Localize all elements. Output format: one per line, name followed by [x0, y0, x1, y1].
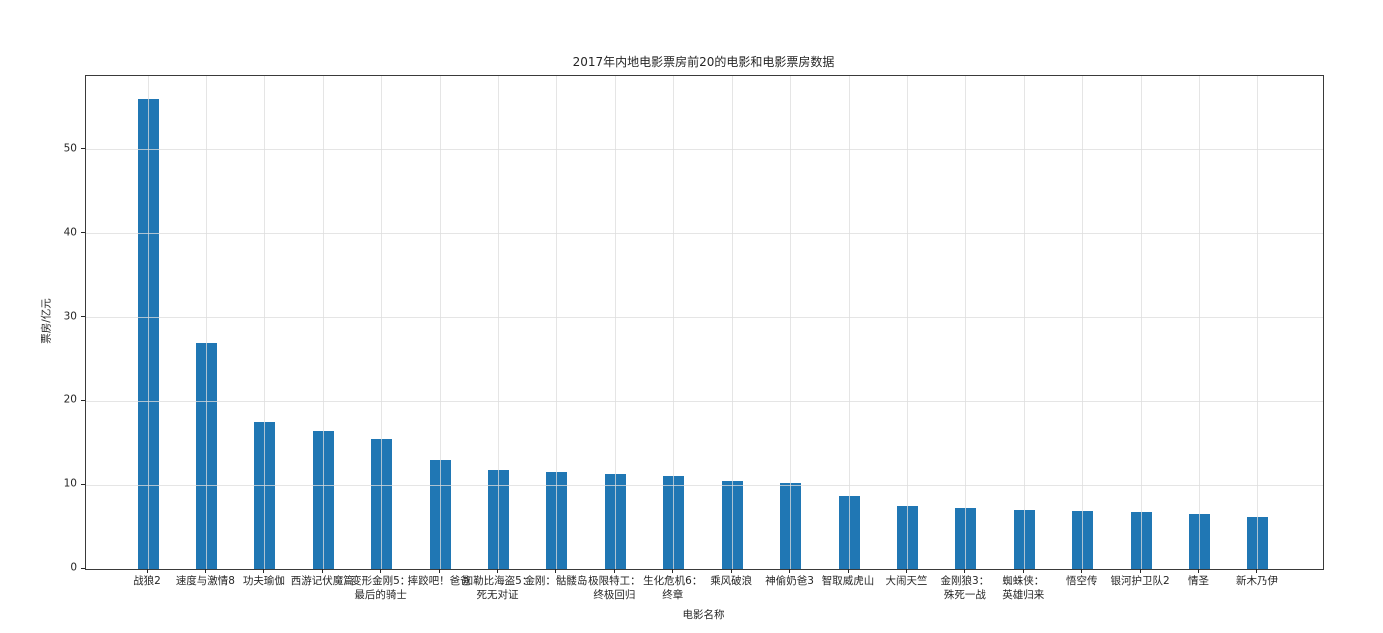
y-tick-label: 20	[63, 393, 77, 406]
bar	[195, 343, 217, 569]
x-axis-tick	[1256, 569, 1258, 573]
plot-area	[85, 75, 1324, 570]
bar	[1013, 510, 1035, 569]
y-axis-tick	[81, 483, 85, 485]
x-tick-label: 金刚：骷髅岛	[524, 575, 588, 587]
horizontal-gridline	[86, 233, 1323, 235]
x-tick-label: 悟空传	[1065, 575, 1098, 587]
bar	[1072, 511, 1094, 569]
horizontal-gridline	[86, 149, 1323, 151]
bar	[137, 99, 159, 569]
x-axis-tick	[497, 569, 499, 573]
bar	[721, 481, 743, 569]
bar	[312, 430, 334, 569]
vertical-gridline	[1199, 76, 1201, 569]
x-axis-tick	[380, 569, 382, 573]
x-tick-label: 银河护卫队2	[1110, 575, 1170, 587]
bar	[1189, 513, 1211, 569]
y-axis-tick	[81, 567, 85, 569]
y-axis-tick	[81, 148, 85, 150]
horizontal-gridline	[86, 317, 1323, 319]
bar	[546, 471, 568, 569]
y-axis-tick	[81, 399, 85, 401]
x-tick-label: 金刚狼3： 殊死一战	[940, 575, 990, 601]
x-tick-label: 速度与激情8	[175, 575, 235, 587]
bar	[955, 507, 977, 569]
x-axis-tick	[1139, 569, 1141, 573]
horizontal-gridline	[86, 400, 1323, 402]
x-axis-tick	[438, 569, 440, 573]
vertical-gridline	[1023, 76, 1025, 569]
x-axis-tick	[1081, 569, 1083, 573]
x-axis-tick	[263, 569, 265, 573]
y-axis-label: 票房/亿元	[40, 298, 53, 344]
x-tick-label: 情圣	[1188, 575, 1210, 587]
bar	[604, 474, 626, 569]
x-axis-tick	[964, 569, 966, 573]
bar	[1247, 516, 1269, 569]
x-tick-label: 加勒比海盗5： 死无对证	[462, 575, 533, 601]
x-tick-label: 功夫瑜伽	[242, 575, 285, 587]
vertical-gridline	[1082, 76, 1084, 569]
x-tick-label: 新木乃伊	[1235, 575, 1278, 587]
chart-title: 2017年内地电影票房前20的电影和电影票房数据	[572, 55, 835, 69]
x-axis-tick	[672, 569, 674, 573]
x-axis-tick	[613, 569, 615, 573]
y-tick-label: 0	[70, 561, 77, 574]
vertical-gridline	[1257, 76, 1259, 569]
bar	[371, 439, 393, 569]
y-tick-label: 40	[63, 226, 77, 239]
x-axis-tick	[146, 569, 148, 573]
bar	[254, 422, 276, 569]
x-tick-label: 变形金刚5： 最后的骑士	[351, 575, 411, 601]
bar	[838, 495, 860, 569]
x-axis-tick	[847, 569, 849, 573]
x-tick-label: 大闹天竺	[885, 575, 928, 587]
x-tick-label: 西游记伏魔篇	[290, 575, 354, 587]
x-axis-tick	[204, 569, 206, 573]
bar	[429, 460, 451, 569]
x-tick-label: 战狼2	[133, 575, 161, 587]
x-axis-tick	[730, 569, 732, 573]
x-tick-label: 生化危机6： 终章	[643, 575, 703, 601]
x-axis-tick	[321, 569, 323, 573]
vertical-gridline	[965, 76, 967, 569]
y-tick-label: 30	[63, 310, 77, 322]
x-tick-label: 乘风破浪	[710, 575, 753, 587]
y-axis-tick	[81, 316, 85, 317]
y-tick-label: 50	[63, 142, 77, 155]
bar	[896, 505, 918, 569]
y-tick-label: 10	[63, 477, 77, 490]
vertical-gridline	[1140, 76, 1142, 569]
x-axis-tick	[555, 569, 557, 573]
bar	[663, 475, 685, 569]
x-tick-label: 智取威虎山	[821, 575, 875, 587]
x-axis-tick	[1022, 569, 1024, 573]
x-tick-label: 摔跤吧！爸爸	[407, 575, 471, 587]
x-tick-label: 神偷奶爸3	[765, 575, 814, 587]
x-axis-tick	[789, 569, 791, 573]
x-tick-label: 极限特工： 终极回归	[588, 575, 641, 601]
x-axis-tick	[905, 569, 907, 573]
x-tick-label: 蜘蛛侠： 英雄归来	[1002, 575, 1045, 601]
vertical-gridline	[906, 76, 908, 569]
x-axis-tick	[1198, 569, 1200, 573]
bar	[1130, 511, 1152, 569]
x-axis-label: 电影名称	[682, 609, 725, 621]
bar	[780, 482, 802, 569]
y-axis-tick	[81, 232, 85, 234]
bar	[488, 470, 510, 569]
